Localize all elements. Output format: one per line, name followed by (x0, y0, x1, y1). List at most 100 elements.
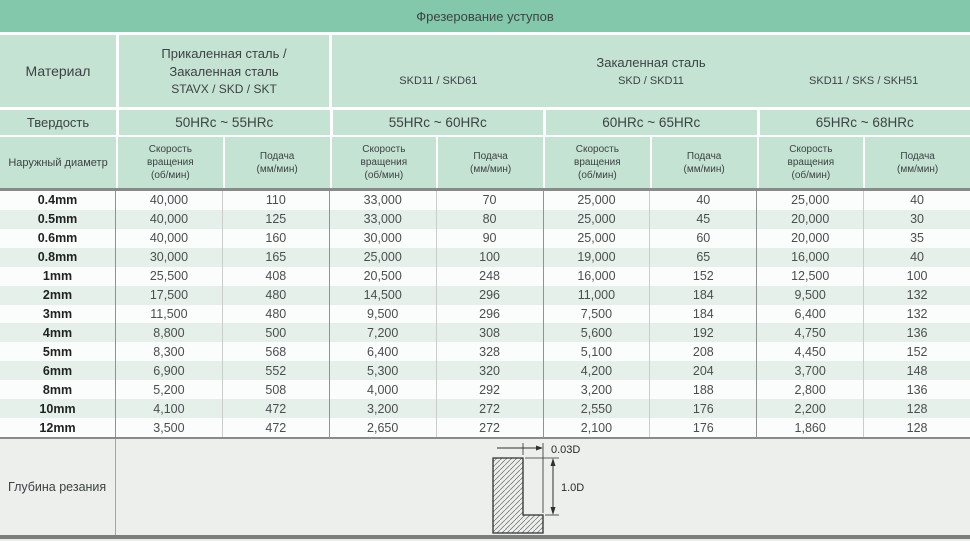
speed-cell: 2,650 (330, 418, 437, 437)
table-row: 0.4mm 40,000 110 33,000 70 25,000 40 25,000 40 (0, 191, 970, 210)
feed-cell: 184 (650, 285, 758, 305)
speed-cell: 25,000 (544, 228, 651, 248)
speed-cell: 5,600 (544, 323, 651, 343)
hardness-range: 50HRc ~ 55HRc (119, 110, 330, 135)
feed-cell: 248 (437, 266, 544, 286)
material-group1-line1: Прикаленная сталь / (161, 45, 287, 61)
feed-cell: 296 (437, 304, 544, 324)
speed-cell: 3,200 (544, 380, 651, 400)
speed-column-header: Скорость вращения (об/мин) (545, 137, 650, 188)
workpiece-shape (492, 457, 544, 534)
feed-cell: 125 (223, 209, 330, 229)
material-header-row: Материал Прикаленная сталь / Закаленная … (0, 35, 970, 107)
feed-cell: 208 (650, 342, 758, 362)
speed-cell: 25,500 (116, 266, 223, 286)
speed-cell: 6,400 (757, 304, 865, 324)
speed-cell: 2,800 (757, 380, 865, 400)
speed-cell: 30,000 (116, 247, 223, 267)
feed-cell: 320 (437, 361, 544, 381)
speed-cell: 16,000 (544, 266, 651, 286)
diameter-cell: 0.4mm (0, 191, 116, 210)
feed-cell: 148 (906, 363, 928, 378)
feed-cell: 272 (437, 418, 544, 437)
header-divider (0, 188, 970, 191)
material-label: Материал (0, 35, 116, 107)
feed-column-header: Подача (мм/мин) (865, 137, 970, 188)
feed-cell: 508 (223, 380, 330, 400)
bottom-strip (0, 539, 970, 541)
feed-column-header: Подача (мм/мин) (438, 137, 543, 188)
diameter-cell: 0.6mm (0, 228, 116, 248)
speed-cell: 25,000 (544, 209, 651, 229)
speed-cell: 4,100 (116, 399, 223, 419)
table-row: 6mm 6,900 552 5,300 320 4,200 204 3,700 148 (0, 361, 970, 381)
speed-cell: 20,000 (757, 209, 865, 229)
feed-cell: 136 (906, 382, 928, 397)
diameter-cell: 6mm (0, 361, 116, 381)
speed-cell: 7,200 (330, 323, 437, 343)
feed-cell: 188 (650, 380, 758, 400)
speed-cell: 6,400 (330, 342, 437, 362)
feed-cell: 308 (437, 323, 544, 343)
speed-cell: 8,800 (116, 323, 223, 343)
diameter-cell: 3mm (0, 304, 116, 324)
feed-cell: 80 (437, 209, 544, 229)
feed-cell: 90 (437, 228, 544, 248)
diameter-cell: 4mm (0, 323, 116, 343)
dim-width-label: 0.03D (551, 444, 580, 456)
table-row: 0.6mm 40,000 160 30,000 90 25,000 60 20,000 35 (0, 228, 970, 248)
feed-cell: 176 (650, 418, 758, 437)
feed-cell: 110 (223, 191, 330, 210)
hardness-range: 55HRc ~ 60HRc (332, 110, 543, 135)
feed-cell: 192 (650, 323, 758, 343)
diameter-cell: 5mm (0, 342, 116, 362)
speed-cell: 16,000 (757, 247, 865, 267)
material-group1-line2: Закаленная сталь (169, 63, 279, 79)
hardness-row: Твердость 50HRc ~ 55HRc 55HRc ~ 60HRc 60… (0, 110, 970, 135)
material-group1-grades: STAVX / SKD / SKT (171, 81, 277, 96)
speed-cell: 25,000 (757, 191, 865, 210)
row-gap (0, 135, 970, 137)
feed-cell: 328 (437, 342, 544, 362)
hardness-range: 65HRc ~ 68HRc (759, 110, 970, 135)
speed-cell: 5,300 (330, 361, 437, 381)
feed-cell: 128 (906, 401, 928, 416)
feed-cell: 165 (223, 247, 330, 267)
column-header-row: Наружный диаметр Скорость вращения (об/м… (0, 137, 970, 188)
feed-cell: 184 (650, 304, 758, 324)
diameter-cell: 0.5mm (0, 209, 116, 229)
feed-cell: 176 (650, 399, 758, 419)
row-gap (0, 32, 970, 35)
speed-cell: 1,860 (757, 418, 865, 437)
speed-column-header: Скорость вращения (об/мин) (118, 137, 223, 188)
table-row: 12mm 3,500 472 2,650 272 2,100 176 1,860 128 (0, 418, 970, 437)
table-row: 5mm 8,300 568 6,400 328 5,100 208 4,450 152 (0, 342, 970, 362)
cutting-depth-row: Глубина резания 0.03D (0, 439, 970, 535)
speed-cell: 2,200 (757, 399, 865, 419)
feed-cell: 480 (223, 285, 330, 305)
table-row: 1mm 25,500 408 20,500 248 16,000 152 12,500 100 (0, 266, 970, 286)
cutting-depth-label: Глубина резания (0, 439, 116, 535)
speed-cell: 30,000 (330, 228, 437, 248)
speed-cell: 33,000 (330, 191, 437, 210)
speed-cell: 2,100 (544, 418, 651, 437)
feed-cell: 408 (223, 266, 330, 286)
dim-depth-label: 1.0D (561, 482, 584, 494)
speed-column-header: Скорость вращения (об/мин) (758, 137, 864, 188)
table-row: 3mm 11,500 480 9,500 296 7,500 184 6,400 132 (0, 304, 970, 324)
speed-cell: 25,000 (330, 247, 437, 267)
speed-cell: 17,500 (116, 285, 223, 305)
feed-cell: 204 (650, 361, 758, 381)
speed-cell: 12,500 (757, 266, 865, 286)
page-title: Фрезерование уступов (0, 0, 970, 32)
speed-cell: 8,300 (116, 342, 223, 362)
diameter-cell: 10mm (0, 399, 116, 419)
diameter-column-label: Наружный диаметр (0, 137, 116, 188)
feed-cell: 132 (906, 288, 928, 303)
speed-cell: 5,100 (544, 342, 651, 362)
feed-cell: 292 (437, 380, 544, 400)
table-row: 8mm 5,200 508 4,000 292 3,200 188 2,800 136 (0, 380, 970, 400)
grade-label: SKD11 / SKD61 (399, 75, 478, 87)
table-bottom-divider (0, 437, 970, 439)
speed-cell: 11,500 (116, 304, 223, 324)
